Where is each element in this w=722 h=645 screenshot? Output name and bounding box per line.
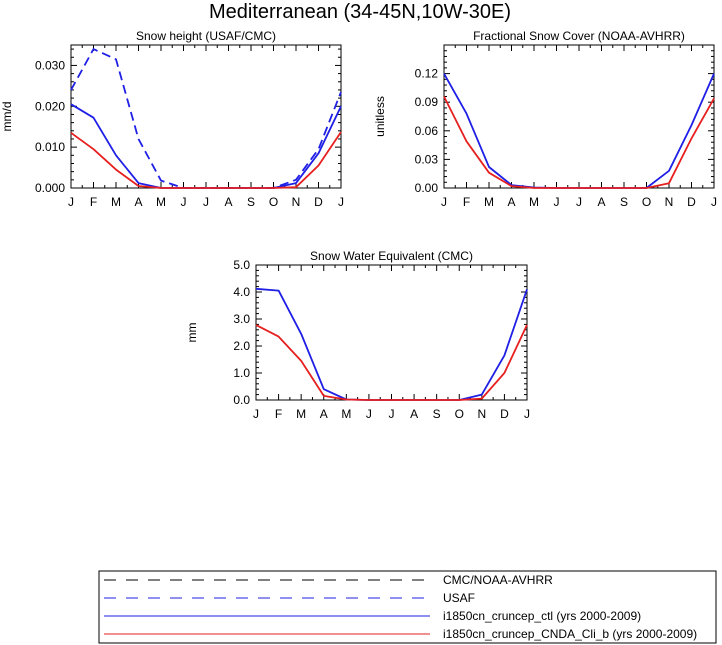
chart-panel-1: Snow height (USAF/CMC)mm/dJ F M A M J J A S O N D J0…	[0, 29, 344, 209]
series-line-2	[70, 103, 342, 189]
chart-title: Snow height (USAF/CMC)	[136, 29, 276, 43]
x-tick-label: A	[320, 407, 328, 421]
x-tick-label: F	[90, 195, 97, 209]
x-tick-label: S	[247, 195, 255, 209]
x-tick-label: A	[507, 195, 515, 209]
x-tick-label: N	[477, 407, 486, 421]
y-tick-label: 5.0	[233, 258, 250, 272]
x-tick-label: J	[389, 407, 395, 421]
plot-frame	[255, 264, 528, 401]
y-tick-label: 0.000	[35, 181, 65, 195]
x-tick-label: J	[253, 407, 259, 421]
legend-label: USAF	[443, 591, 475, 605]
y-axis-label: mm/d	[0, 102, 14, 132]
x-tick-label: D	[500, 407, 509, 421]
y-axis-label: mm	[185, 323, 199, 343]
y-axis-label: unitless	[373, 96, 387, 137]
y-tick-label: 4.0	[233, 285, 250, 299]
x-tick-label: J	[711, 195, 717, 209]
y-tick-label: 0.03	[415, 152, 439, 166]
y-tick-label: 0.0	[233, 393, 250, 407]
figure-title: Mediterranean (34-45N,10W-30E)	[209, 1, 511, 23]
x-tick-label: O	[455, 407, 464, 421]
x-tick-label: D	[687, 195, 696, 209]
legend-label: i1850cn_cruncep_CNDA_Cli_b (yrs 2000-200…	[443, 627, 697, 641]
x-tick-label: M	[484, 195, 494, 209]
y-tick-label: 2.0	[233, 339, 250, 353]
x-tick-label: O	[269, 195, 278, 209]
x-tick-label: N	[665, 195, 674, 209]
x-tick-label: M	[529, 195, 539, 209]
x-tick-label: J	[524, 407, 530, 421]
x-tick-label: J	[338, 195, 344, 209]
y-tick-label: 0.020	[35, 99, 65, 113]
x-tick-label: S	[433, 407, 441, 421]
legend-label: CMC/NOAA-AVHRR	[443, 573, 553, 587]
x-tick-label: A	[134, 195, 142, 209]
x-tick-label: J	[554, 195, 560, 209]
series-line-1	[443, 73, 715, 189]
series-line-2	[255, 324, 528, 401]
x-tick-label: A	[224, 195, 232, 209]
x-tick-label: A	[597, 195, 605, 209]
chart-panel-3: Snow Water Equivalent (CMC)mmJ F M A M J J A S O N…	[185, 249, 530, 421]
x-tick-label: M	[296, 407, 306, 421]
x-tick-label: M	[111, 195, 121, 209]
legend-label: i1850cn_cruncep_ctl (yrs 2000-2009)	[443, 609, 641, 623]
y-tick-label: 0.12	[415, 67, 439, 81]
legend: CMC/NOAA-AVHRR USAF i1850cn_cruncep_ctl (y…	[98, 570, 717, 644]
series-line-3	[70, 131, 342, 189]
series-line-1	[255, 287, 528, 401]
y-tick-label: 0.06	[415, 124, 439, 138]
x-tick-label: J	[366, 407, 372, 421]
x-tick-label: F	[463, 195, 470, 209]
chart-panel-2: Fractional Snow Cover (NOAA-AVHRR) unitle…	[373, 29, 717, 209]
y-tick-label: 0.030	[35, 58, 65, 72]
series-line-2	[443, 96, 715, 189]
x-tick-label: F	[275, 407, 282, 421]
x-tick-label: N	[292, 195, 301, 209]
y-tick-label: 0.010	[35, 140, 65, 154]
x-tick-label: J	[181, 195, 187, 209]
x-tick-label: M	[341, 407, 351, 421]
y-tick-label: 3.0	[233, 312, 250, 326]
legend-box	[98, 570, 717, 644]
x-tick-label: M	[156, 195, 166, 209]
x-tick-label: O	[642, 195, 651, 209]
series-line-dashed-1	[70, 48, 342, 189]
x-tick-label: J	[441, 195, 447, 209]
x-tick-label: A	[410, 407, 418, 421]
x-tick-label: D	[314, 195, 323, 209]
chart-title: Snow Water Equivalent (CMC)	[310, 249, 473, 263]
x-tick-label: J	[576, 195, 582, 209]
chart-title: Fractional Snow Cover (NOAA-AVHRR)	[473, 29, 685, 43]
x-tick-label: S	[620, 195, 628, 209]
y-tick-label: 1.0	[233, 366, 250, 380]
x-tick-label: J	[203, 195, 209, 209]
x-tick-label: J	[68, 195, 74, 209]
y-tick-label: 0.09	[415, 95, 439, 109]
y-tick-label: 0.00	[415, 181, 439, 195]
